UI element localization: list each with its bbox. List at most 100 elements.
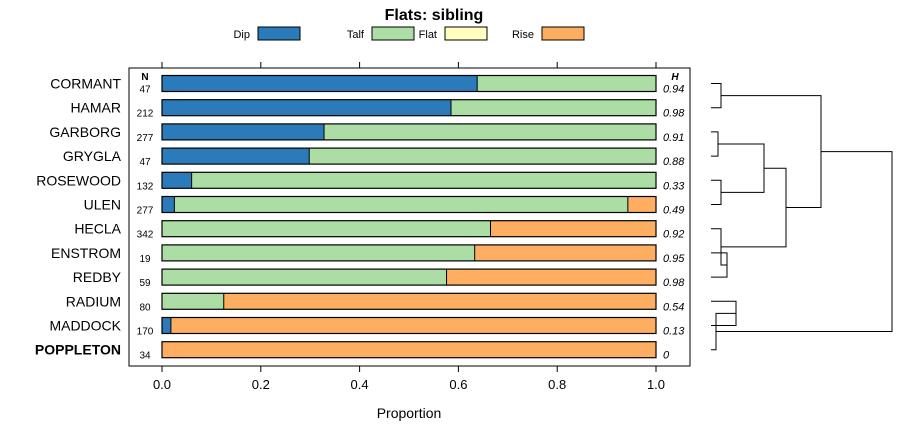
bar-outline-enstrom: [161, 244, 657, 262]
row-label-grygla: GRYGLA: [63, 148, 122, 164]
bar-grygla-talf: [309, 148, 656, 165]
legend-label-rise: Rise: [512, 29, 534, 41]
dendro-group-hecla-join: [721, 167, 787, 248]
bar-outline-radium: [161, 292, 657, 310]
row-label-garborg: GARBORG: [49, 124, 121, 140]
row-label-hecla: HECLA: [74, 221, 121, 237]
legend-swatch-flat: [444, 26, 488, 41]
bar-rosewood-talf: [191, 172, 656, 189]
h-value-poppleton: 0: [663, 350, 670, 362]
row-label-ulen: ULEN: [84, 197, 121, 213]
bar-hamar-dip: [162, 99, 451, 116]
h-value-garborg: 0.91: [663, 132, 684, 144]
bar-outline-hecla: [161, 220, 657, 238]
dendro-rosewood-ulen: [711, 179, 722, 205]
row-labels: CORMANT 47 0.94 HAMAR 212 0.98 GARBORG 277 0.91 G…: [35, 76, 685, 362]
bar-rosewood-dip: [162, 172, 192, 189]
n-value-poppleton: 34: [139, 351, 151, 362]
bar-redby-talf: [162, 269, 447, 286]
h-value-enstrom: 0.95: [663, 253, 685, 265]
bar-ulen-rise: [627, 196, 656, 213]
h-value-rosewood: 0.33: [663, 180, 685, 192]
x-tick-label-2: 0.4: [351, 377, 369, 392]
h-value-grygla: 0.88: [663, 156, 685, 168]
bar-enstrom-rise: [474, 244, 656, 261]
legend: Dip Talf Flat Rise: [233, 26, 585, 41]
x-axis: 0.0 0.2 0.4 0.6 0.8 1.0: [153, 62, 665, 392]
bar-maddock-rise: [170, 317, 656, 334]
legend-label-talf: Talf: [347, 29, 365, 41]
h-value-ulen: 0.49: [663, 205, 684, 217]
legend-swatch-rise: [541, 26, 585, 41]
legend-swatch-talf: [371, 26, 415, 41]
h-value-hecla: 0.92: [663, 229, 684, 241]
legend-swatch-dip: [257, 26, 301, 41]
bar-poppleton-rise: [162, 341, 656, 358]
row-label-enstrom: ENSTROM: [51, 245, 121, 261]
chart-title: Flats: sibling: [385, 7, 484, 24]
n-value-hecla: 342: [137, 230, 154, 241]
bar-outline-maddock: [161, 316, 657, 335]
bar-outline-cormant: [161, 74, 657, 93]
n-value-maddock: 170: [137, 327, 154, 338]
x-tick-label-5: 1.0: [647, 377, 665, 392]
bar-hecla-rise: [490, 220, 656, 237]
row-label-poppleton: POPPLETON: [35, 342, 121, 358]
n-value-rosewood: 132: [137, 181, 154, 192]
dendro-garborg-rosewood-join: [718, 143, 765, 193]
n-value-enstrom: 19: [139, 254, 151, 265]
dendrogram: [711, 83, 893, 351]
row-label-radium: RADIUM: [66, 293, 121, 309]
h-value-cormant: 0.94: [663, 84, 684, 96]
row-label-cormant: CORMANT: [50, 76, 121, 92]
bar-outline-grygla: [161, 147, 657, 165]
row-label-maddock: MADDOCK: [49, 318, 121, 334]
n-column-header: N: [141, 72, 148, 83]
n-value-grygla: 47: [139, 157, 151, 168]
bar-ulen-dip: [162, 196, 175, 213]
bar-radium-rise: [223, 293, 656, 310]
legend-label-flat: Flat: [419, 29, 437, 41]
dendro-cormant-group-join: [721, 95, 822, 209]
x-tick-label-3: 0.6: [449, 377, 467, 392]
h-value-radium: 0.54: [663, 301, 684, 313]
bar-outline-ulen: [161, 195, 657, 214]
bar-outline-poppleton: [161, 341, 657, 359]
bar-maddock-dip: [162, 317, 171, 334]
x-tick-label-1: 0.2: [252, 377, 270, 392]
h-value-maddock: 0.13: [663, 326, 685, 338]
bar-outline-redby: [161, 268, 657, 286]
x-tick-label-4: 0.8: [548, 377, 566, 392]
row-label-redby: REDBY: [73, 269, 122, 285]
h-value-redby: 0.98: [663, 277, 685, 289]
bar-outline-rosewood: [161, 171, 657, 189]
bar-redby-rise: [446, 269, 656, 286]
h-column-header: H: [671, 72, 679, 83]
n-value-garborg: 277: [137, 133, 154, 144]
bar-outline-garborg: [161, 123, 657, 141]
bar-hamar-talf: [450, 99, 656, 116]
dendro-garborg-grygla: [711, 131, 719, 157]
bar-garborg-talf: [324, 123, 656, 140]
dendro-cormant-hamar: [711, 83, 722, 109]
h-value-hamar: 0.98: [663, 108, 685, 120]
bar-ulen-talf: [174, 196, 628, 213]
bar-hecla-talf: [162, 220, 491, 237]
row-label-hamar: HAMAR: [70, 100, 121, 116]
legend-label-dip: Dip: [233, 29, 250, 41]
plot-area: [128, 67, 691, 367]
n-value-cormant: 47: [139, 85, 151, 96]
bar-cormant-dip: [162, 75, 478, 92]
n-value-redby: 59: [139, 278, 151, 289]
dendro-root: [716, 151, 893, 333]
x-tick-label-0: 0.0: [153, 377, 171, 392]
x-axis-label: Proportion: [377, 405, 442, 421]
n-value-hamar: 212: [137, 109, 154, 120]
n-value-ulen: 277: [137, 206, 154, 217]
bar-garborg-dip: [162, 123, 325, 140]
n-value-radium: 80: [139, 302, 151, 313]
bar-cormant-talf: [477, 75, 656, 92]
bar-outline-hamar: [161, 99, 657, 117]
bar-radium-talf: [162, 293, 224, 310]
